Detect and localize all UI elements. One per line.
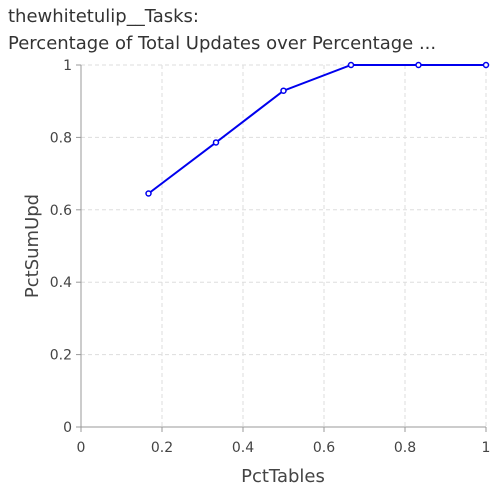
data-point bbox=[212, 139, 220, 146]
y-tick-label: 1 bbox=[63, 58, 72, 74]
chart-title-line-2: Percentage of Total Updates over Percent… bbox=[8, 33, 437, 54]
data-point bbox=[145, 190, 152, 197]
data-point bbox=[347, 61, 355, 69]
x-axis-label: PctTables bbox=[241, 466, 325, 487]
chart-title-line-1: thewhitetulip__Tasks: bbox=[8, 6, 199, 27]
axes bbox=[80, 65, 486, 428]
y-axis-label: PctSumUpd bbox=[22, 194, 43, 298]
y-tick-label: 0.8 bbox=[50, 130, 72, 146]
data-point bbox=[415, 61, 422, 69]
y-tick-label: 0.4 bbox=[50, 275, 72, 291]
x-axis-ticks: 0 0.2 0.4 0.6 0.8 1 bbox=[77, 427, 491, 456]
series-line bbox=[147, 64, 486, 195]
y-tick-label: 0.2 bbox=[50, 348, 72, 364]
data-point bbox=[280, 87, 287, 94]
x-tick-label: 0.6 bbox=[313, 440, 335, 456]
x-tick-label: 0.8 bbox=[394, 440, 416, 456]
x-tick-label: 1 bbox=[482, 440, 491, 456]
x-tick-label: 0.4 bbox=[232, 440, 254, 456]
y-axis-ticks: 0 0.2 0.4 0.6 0.8 1 bbox=[50, 58, 81, 436]
x-tick-label: 0.2 bbox=[151, 440, 173, 456]
y-tick-label: 0 bbox=[63, 420, 72, 436]
y-tick-label: 0.6 bbox=[50, 203, 72, 219]
data-point bbox=[482, 61, 490, 69]
data-series bbox=[145, 61, 490, 197]
grid-lines bbox=[80, 64, 487, 428]
x-tick-label: 0 bbox=[77, 440, 86, 456]
